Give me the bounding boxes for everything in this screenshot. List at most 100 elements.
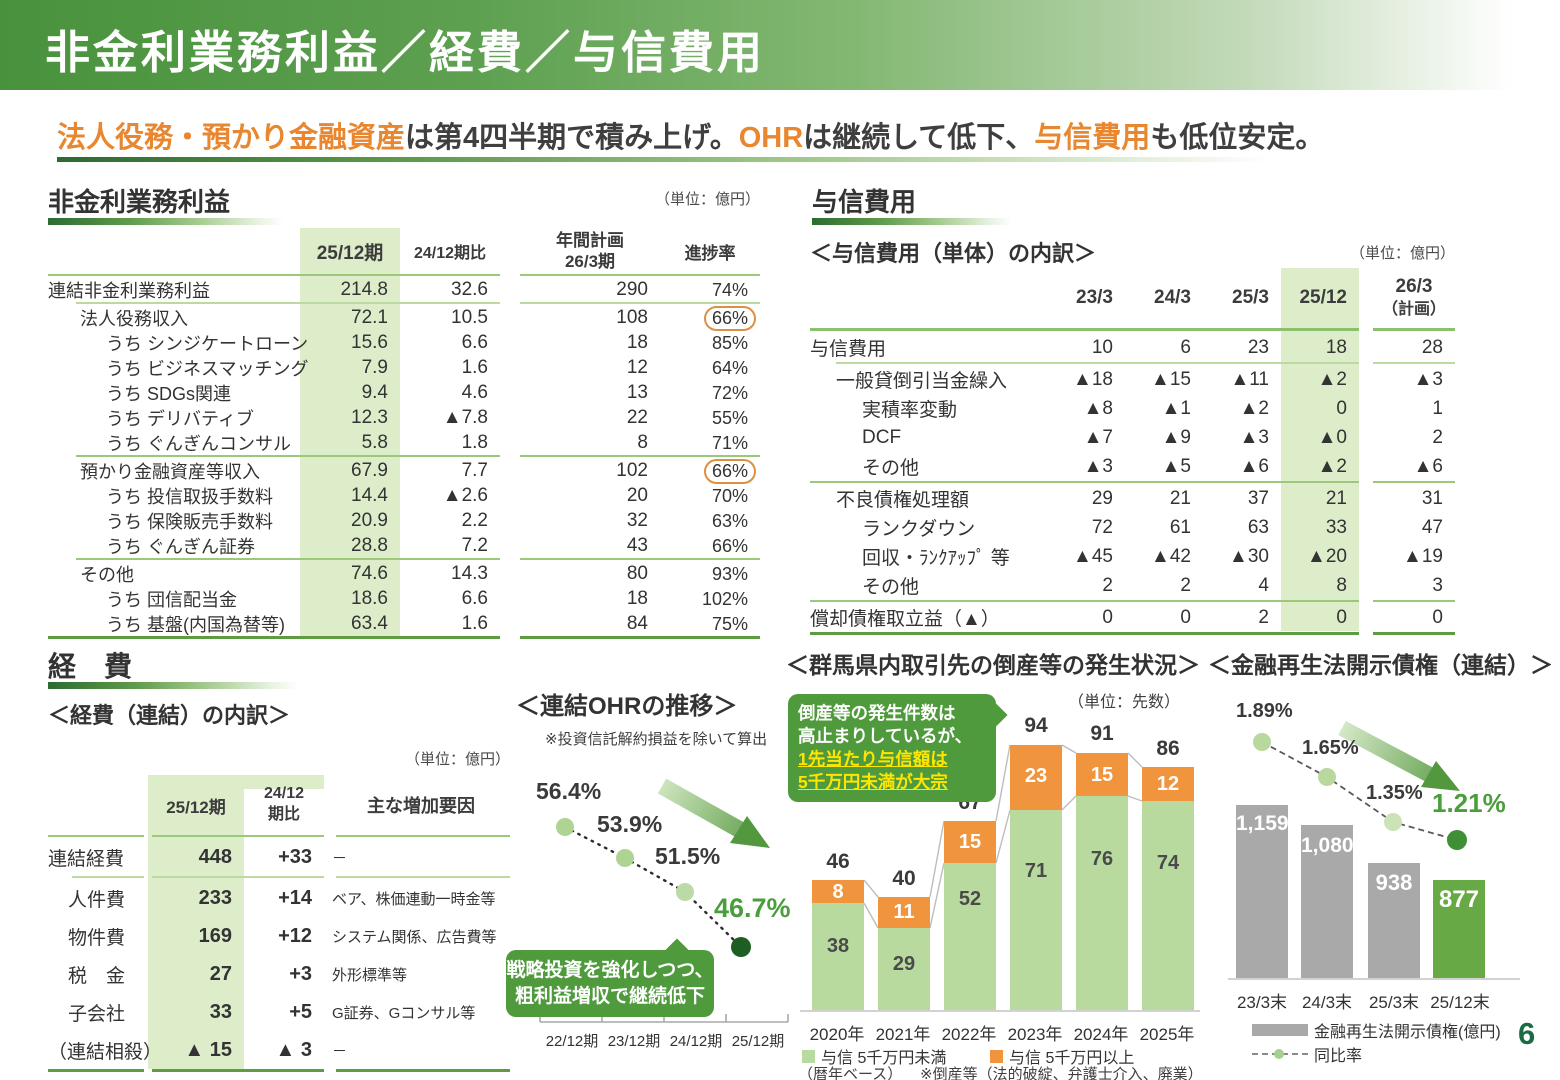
- row-label: うち SDGs関連: [106, 384, 232, 404]
- cell-value: ▲ 15: [184, 1038, 232, 1061]
- bar-under-value: 71: [1024, 860, 1048, 882]
- tosan-x-label: 2021年: [875, 1025, 931, 1044]
- unit-label: （単位：億円）: [404, 751, 510, 768]
- lead-seg: 法人役務・預かり金融資産: [57, 122, 406, 154]
- cell-value: ▲19: [1403, 545, 1443, 567]
- table-row: その他 2 2 4 8 3: [810, 571, 1455, 600]
- ohr-x-label: 25/12期: [731, 1033, 785, 1050]
- cell-value: 14.3: [451, 563, 488, 584]
- cell-value: 0: [1336, 397, 1347, 419]
- tosan-x-label: 2020年: [809, 1025, 865, 1044]
- cell-value: 233: [198, 886, 232, 909]
- down-arrow-icon: [657, 778, 747, 839]
- legend-label: 与信 5千万円未満: [821, 1050, 947, 1067]
- cell-value: 2: [1180, 574, 1191, 596]
- ohr-value-label: 46.7%: [714, 893, 791, 923]
- cell-value: 74%: [711, 279, 748, 300]
- row-label: 一般貸倒引当金繰入: [836, 371, 1008, 392]
- cell-value: ▲2: [1239, 397, 1269, 419]
- highlight-column: [148, 775, 244, 1069]
- cell-value: 6: [1180, 336, 1191, 358]
- table-rule: [48, 558, 760, 561]
- lead-seg: は継続して低下、: [803, 122, 1035, 154]
- tosan-chart-title: ＜群馬県内取引先の倒産等の発生状況＞: [786, 652, 1200, 678]
- cell-value: 7.2: [461, 535, 488, 556]
- saisei-x-label: 23/3末: [1236, 993, 1288, 1012]
- tosan-note2: ※倒産等（法的破綻、弁護士介入、廃業）: [920, 1066, 1203, 1080]
- col-header: 25/12: [1299, 287, 1347, 308]
- tosan-unit: （単位：先数）: [1068, 694, 1181, 711]
- cell-value: ▲2.6: [442, 485, 488, 506]
- cell-reason: －: [332, 1042, 348, 1060]
- bar-over-value: 11: [893, 901, 915, 923]
- col-header: 24/12期比: [413, 245, 487, 262]
- cell-value: ▲0: [1317, 426, 1347, 448]
- cell-value: ▲18: [1073, 368, 1113, 390]
- cell-value: 10.5: [451, 307, 488, 328]
- cell-value: 12.3: [351, 407, 388, 428]
- row-label: うち 投信取扱手数料: [106, 487, 274, 507]
- bar-under-value: 52: [958, 888, 982, 910]
- table-row: 子会社 33 +5 G証券、Gコンサル等: [48, 993, 510, 1031]
- data-point-dot: [1384, 813, 1402, 831]
- ratio-label: 1.21%: [1432, 788, 1506, 818]
- legend-swatch-gray-bar-icon: [1252, 1024, 1308, 1036]
- table-row: 連結非金利業務利益 214.8 32.6 290 74%: [48, 277, 760, 302]
- npl-bar-value: 1,159: [1236, 812, 1289, 835]
- legend-label: 金融再生法開示債権(億円): [1314, 1024, 1501, 1041]
- cell-value: 37: [1247, 487, 1269, 509]
- callout-line: 高止まりしているが、: [798, 726, 973, 747]
- cell-value: 0: [1336, 606, 1347, 628]
- cell-value: 74.6: [351, 563, 388, 584]
- bar-under-50m: [1142, 801, 1194, 1010]
- cell-value: 18: [1325, 336, 1347, 358]
- legend-under-50m: 与信 5千万円未満: [802, 1044, 946, 1068]
- cell-value: 67.9: [351, 460, 388, 481]
- cell-value: 32: [626, 510, 648, 531]
- cell-value: +3: [289, 962, 312, 985]
- lead-sentence: 法人役務・預かり金融資産は第4四半期で積み上げ。OHRは継続して低下、与信費用も…: [57, 114, 1324, 156]
- cell-value: 28.8: [351, 535, 388, 556]
- cell-value: ▲3: [1083, 455, 1113, 477]
- cell-value: 61: [1169, 516, 1191, 538]
- cell-value: ▲3: [1413, 368, 1443, 390]
- cell-value: 448: [198, 845, 232, 868]
- page-number: 6: [1518, 1016, 1536, 1051]
- cell-value: ▲2: [1317, 368, 1347, 390]
- cell-value: 214.8: [340, 279, 388, 300]
- section-title-credit-cost: 与信費用: [812, 187, 917, 217]
- bar-over-50m: [944, 821, 996, 863]
- bar-under-value: 76: [1090, 848, 1114, 870]
- table-rule: [48, 274, 760, 277]
- legend-ratio-line: 同比率: [1252, 1042, 1362, 1066]
- row-label: うち ぐんぎんコンサル: [106, 434, 291, 454]
- cell-value: 5.8: [361, 432, 388, 453]
- cell-reason: システム関係、広告費等: [332, 928, 497, 946]
- cell-value: 6.6: [461, 588, 488, 609]
- table-rule: [810, 328, 1455, 331]
- data-point-dot: [1447, 830, 1467, 850]
- row-label: （連結相殺）: [48, 1041, 163, 1063]
- cell-value: 18: [626, 332, 648, 353]
- table-row: その他 ▲3 ▲5 ▲6 ▲2 ▲6: [810, 452, 1455, 481]
- cell-value: ▲9: [1161, 426, 1191, 448]
- npl-bar-current: [1433, 880, 1485, 978]
- row-label: ランクダウン: [862, 519, 976, 540]
- cell-value: 20.9: [351, 510, 388, 531]
- progress-circle: 66%: [703, 305, 756, 331]
- table-row: （連結相殺） ▲ 15 ▲ 3 －: [48, 1031, 510, 1069]
- col-header: 24/3: [1154, 287, 1191, 308]
- cell-value: 80: [626, 563, 648, 584]
- lead-seg: 与信費用: [1034, 122, 1151, 154]
- credit-cost-table: 23/3 24/3 25/3 25/12 26/3 （計画） 与信費用 10 6 23 1…: [810, 268, 1455, 635]
- unit-label: （単位：億円）: [1349, 245, 1455, 262]
- cell-value: 33: [209, 1000, 232, 1023]
- row-label: うち ぐんぎん証券: [106, 537, 256, 557]
- row-label: うち 基盤(内国為替等): [106, 615, 285, 635]
- legend-swatch-orange-icon: [990, 1049, 1003, 1063]
- bar-over-50m: [1142, 767, 1194, 801]
- legend-over-50m: 与信 5千万円以上: [990, 1044, 1134, 1068]
- ratio-label: 1.65%: [1302, 737, 1359, 759]
- cell-reason: G証券、Gコンサル等: [332, 1004, 476, 1022]
- table-rule: [48, 302, 760, 305]
